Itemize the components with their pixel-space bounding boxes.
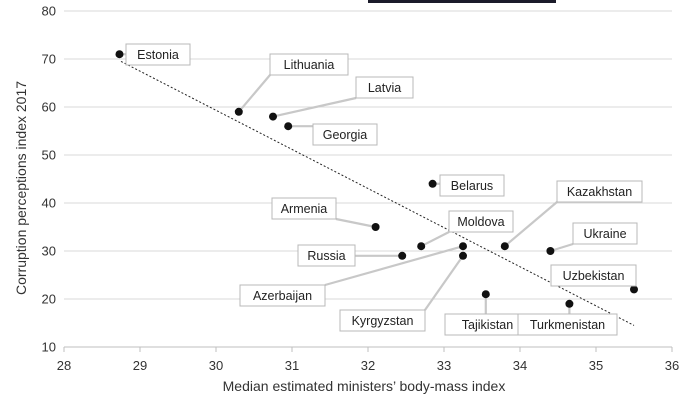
data-point [500, 242, 509, 251]
point-label: Kyrgyzstan [352, 314, 414, 328]
point-labels: Estonia Lithuania Latvia Georgia Belarus Arme… [125, 43, 643, 336]
point-label-box [355, 76, 414, 99]
data-point [546, 247, 555, 255]
y-tick-label: 70 [42, 52, 56, 67]
point-label: Tajikistan [462, 318, 513, 332]
x-tick-label: 34 [513, 358, 527, 373]
top-edge-bar [368, 0, 556, 3]
point-label: Uzbekistan [563, 269, 625, 283]
data-point [459, 242, 467, 251]
point-label-box [297, 244, 356, 267]
x-tick-label: 32 [361, 358, 375, 373]
leader-line [504, 201, 558, 248]
point-label-box [271, 197, 337, 220]
trendline [120, 60, 635, 326]
leader-line [420, 231, 450, 248]
data-point [459, 251, 467, 260]
point-label-box [339, 309, 426, 332]
leader-line [424, 255, 464, 311]
y-axis-title: Corruption perceptions index 2017 [13, 81, 29, 295]
y-tick-label: 30 [42, 244, 56, 259]
data-point [398, 251, 407, 260]
leader-line [237, 74, 271, 113]
y-tick-label: 50 [42, 148, 56, 163]
data-point [269, 112, 277, 121]
x-tick-label: 35 [589, 358, 603, 373]
x-tick-label: 29 [133, 358, 147, 373]
point-label: Turkmenistan [530, 318, 605, 332]
x-tick-label: 36 [665, 358, 679, 373]
point-label-box [448, 210, 514, 233]
leader-line [272, 96, 357, 118]
data-point [115, 50, 124, 59]
data-point [428, 179, 437, 188]
axes: 10 20 30 40 50 60 70 80 28 29 30 31 32 33 34 35 36 [42, 4, 680, 374]
point-label: Azerbaijan [253, 289, 312, 303]
y-tick-label: 60 [42, 100, 56, 115]
point-label-box [239, 284, 326, 307]
point-label: Russia [307, 249, 345, 263]
point-label-box [550, 264, 637, 287]
data-point [417, 242, 426, 251]
data-point [630, 285, 638, 294]
data-point [371, 223, 380, 231]
point-label: Ukraine [583, 227, 626, 241]
data-point [284, 122, 293, 131]
data-point [481, 290, 490, 299]
point-label-box [517, 313, 618, 336]
y-tick-label: 80 [42, 4, 56, 19]
y-tick-label: 40 [42, 196, 56, 211]
point-label-box [269, 53, 349, 76]
data-points [115, 50, 638, 308]
point-label-box [312, 123, 378, 146]
x-tick-label: 31 [285, 358, 299, 373]
x-tick-label: 28 [57, 358, 71, 373]
x-tick-label: 33 [437, 358, 451, 373]
x-tick-label: 30 [209, 358, 223, 373]
leader-line [335, 217, 376, 229]
point-label: Georgia [323, 128, 368, 142]
point-label: Latvia [368, 81, 401, 95]
point-label: Moldova [457, 215, 504, 229]
point-label: Kazakhstan [567, 185, 632, 199]
trendline-group [120, 60, 635, 326]
point-label-box [125, 43, 191, 66]
point-label-box [572, 222, 638, 245]
x-axis-title: Median estimated ministers’ body-mass in… [223, 378, 506, 394]
point-label: Armenia [281, 202, 328, 216]
point-label: Lithuania [284, 58, 335, 72]
data-point [234, 107, 243, 116]
point-label: Estonia [137, 48, 179, 62]
leader-lines [119, 53, 574, 314]
leader-line [324, 245, 464, 287]
y-tick-label: 10 [42, 340, 56, 355]
y-tick-label: 20 [42, 292, 56, 307]
point-label-box [556, 180, 643, 203]
point-label: Belarus [451, 179, 493, 193]
point-label-box [439, 174, 505, 197]
data-point [565, 299, 574, 308]
